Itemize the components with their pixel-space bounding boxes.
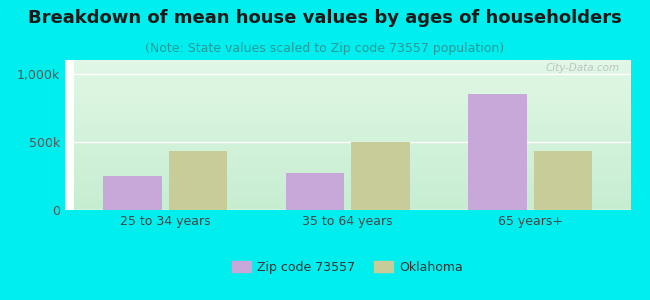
Text: City-Data.com: City-Data.com	[545, 63, 619, 73]
Bar	[352, 142, 410, 210]
Bar	[286, 173, 344, 210]
Bar	[468, 94, 526, 210]
Bar	[169, 152, 227, 210]
Text: Breakdown of mean house values by ages of householders: Breakdown of mean house values by ages o…	[28, 9, 622, 27]
Bar	[103, 176, 162, 210]
Bar	[534, 152, 592, 210]
Legend: Zip code 73557, Oklahoma: Zip code 73557, Oklahoma	[227, 256, 468, 279]
Text: (Note: State values scaled to Zip code 73557 population): (Note: State values scaled to Zip code 7…	[146, 42, 504, 55]
